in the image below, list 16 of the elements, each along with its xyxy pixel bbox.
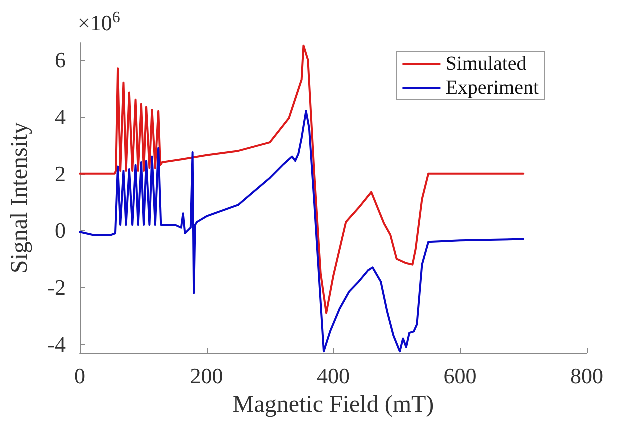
y-tick-label: -4 <box>48 332 66 357</box>
x-axis-title: Magnetic Field (mT) <box>232 392 434 418</box>
y-tick-label: 0 <box>55 218 66 244</box>
y-tick-label: -2 <box>48 275 66 300</box>
y-axis-title: Signal Intensity <box>7 122 33 274</box>
y-tick-label: 2 <box>55 161 66 186</box>
legend-label: Experiment <box>446 77 540 99</box>
x-tick-label: 600 <box>444 364 477 388</box>
legend-label: Simulated <box>446 53 527 75</box>
x-tick-label: 0 <box>74 364 86 388</box>
y-tick-label: 4 <box>55 104 66 130</box>
x-tick-label: 200 <box>190 364 224 388</box>
y-tick-label: 6 <box>55 48 66 73</box>
line-series <box>79 110 525 353</box>
x-tick-label: 800 <box>570 364 604 388</box>
x-tick-label: 400 <box>317 364 350 388</box>
